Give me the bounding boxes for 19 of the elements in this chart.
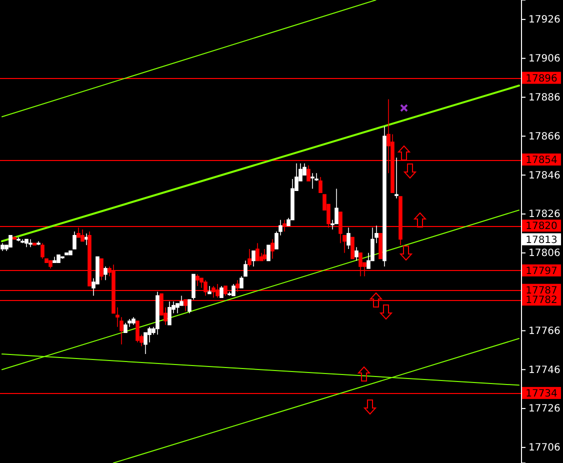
y-tick-label: 17726 xyxy=(528,404,560,415)
ref-line-label: 17734 xyxy=(526,388,558,400)
ref-line-label: 17896 xyxy=(526,73,558,84)
y-tick-label: 17906 xyxy=(528,54,560,65)
y-tick-label: 17866 xyxy=(528,131,560,142)
annotation: 17813 xyxy=(526,234,558,246)
ref-line-label: 17854 xyxy=(526,155,558,166)
ref-line-label: 17787 xyxy=(526,285,558,296)
y-tick-label: 17746 xyxy=(528,364,560,376)
y-tick-label: 17826 xyxy=(528,209,560,220)
y-tick-label: 17926 xyxy=(528,14,560,26)
y-tick-label: 17846 xyxy=(528,170,560,182)
y-tick-label: 17766 xyxy=(528,326,560,337)
ref-line-label: 17820 xyxy=(526,221,558,232)
ref-line-label: 17782 xyxy=(526,295,558,306)
y-tick-label: 17886 xyxy=(528,92,560,104)
y-tick-label: 17706 xyxy=(528,442,560,454)
ref-line-label: 17797 xyxy=(526,266,558,277)
y-tick-label: 17806 xyxy=(528,248,560,260)
